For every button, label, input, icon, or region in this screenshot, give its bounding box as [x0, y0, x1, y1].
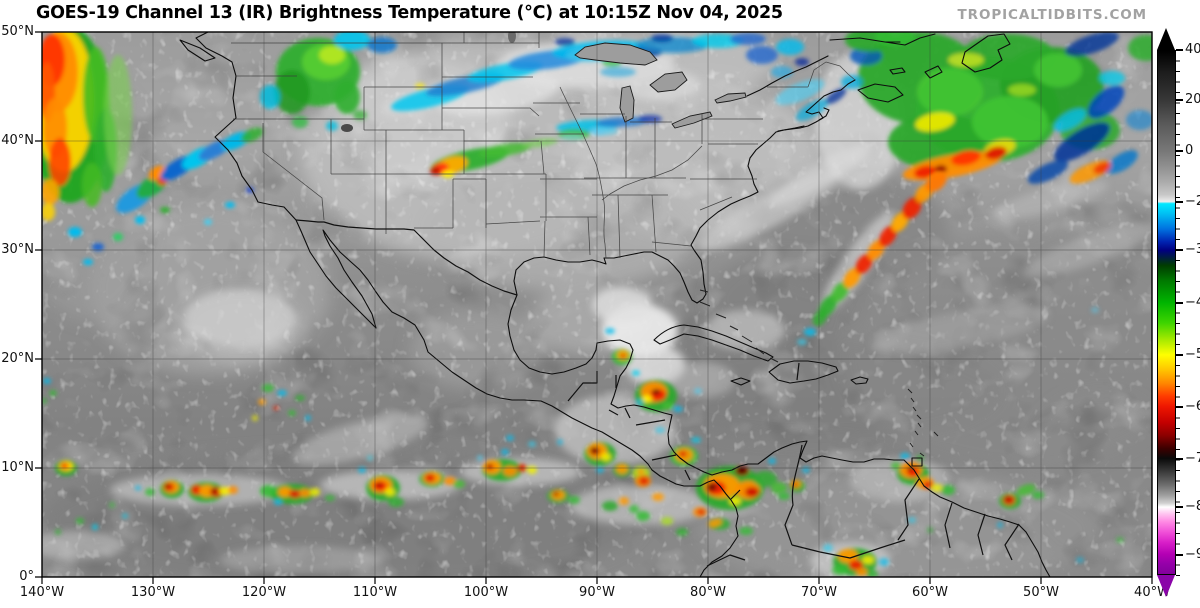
- lon-label-80w: 80°W: [690, 585, 726, 600]
- colorbar-major-tick: [1176, 458, 1183, 460]
- colorbar-major-tick: [1176, 554, 1183, 556]
- lon-label-130w: 130°W: [130, 585, 176, 600]
- lon-label-60w: 60°W: [912, 585, 948, 600]
- lat-label-50n: 50°N: [1, 24, 34, 39]
- colorbar-tick-label: −50: [1185, 347, 1200, 362]
- colorbar-tick-label: 40: [1185, 42, 1200, 57]
- colorbar-tick-label: 20: [1185, 92, 1200, 107]
- coastlines: [179, 32, 1051, 577]
- lon-label-140w: 140°W: [19, 585, 65, 600]
- colorbar-lower-arrow: [1157, 575, 1175, 597]
- colorbar-major-tick: [1176, 150, 1183, 152]
- colorbar-gradient: [1157, 50, 1176, 575]
- lat-label-40n: 40°N: [1, 133, 34, 148]
- lat-label-20n: 20°N: [1, 351, 34, 366]
- colorbar-major-tick: [1176, 302, 1183, 304]
- page-title: GOES-19 Channel 13 (IR) Brightness Tempe…: [36, 3, 783, 23]
- country-borders: [295, 219, 1020, 567]
- lat-label-30n: 30°N: [1, 242, 34, 257]
- colorbar-tick-label: 0: [1185, 143, 1194, 158]
- colorbar-major-tick: [1176, 506, 1183, 508]
- itcz-pacific-convection: [42, 378, 718, 536]
- lon-label-70w: 70°W: [801, 585, 837, 600]
- lat-label-0: 0°: [19, 569, 34, 584]
- colorbar-tick-label: −20: [1185, 194, 1200, 209]
- lon-label-40w: 40°W: [1134, 585, 1170, 600]
- colorbar-tick-label: −80: [1185, 499, 1200, 514]
- lat-label-10n: 10°N: [1, 460, 34, 475]
- northern-rockies-cloud-mass: [260, 32, 425, 131]
- colorbar-tick-label: −30: [1185, 242, 1200, 257]
- colorbar-tick-label: −40: [1185, 295, 1200, 310]
- lon-label-120w: 120°W: [241, 585, 287, 600]
- colorbar-major-tick: [1176, 201, 1183, 203]
- caribbean-convection: [584, 328, 787, 535]
- canada-cirrus-band: [391, 33, 847, 139]
- island-chains: [699, 289, 939, 457]
- colorbar-tick-label: −70: [1185, 451, 1200, 466]
- great-lakes: [341, 32, 747, 132]
- colorbar-upper-arrow: [1157, 28, 1175, 50]
- colorbar-tick-label: −90: [1185, 547, 1200, 562]
- colorbar-major-tick: [1176, 99, 1183, 101]
- geography-overlays: [179, 32, 1051, 577]
- tropicaltidbits-watermark: TROPICALTIDBITS.COM: [957, 7, 1147, 23]
- colorbar-major-tick: [1176, 249, 1183, 251]
- axis-ticks: [35, 31, 1153, 584]
- pacific-storm-cloud-shield: [42, 32, 264, 265]
- map-frame: [41, 31, 1153, 578]
- colorbar-major-tick: [1176, 406, 1183, 408]
- lon-label-110w: 110°W: [352, 585, 398, 600]
- state-borders: [231, 32, 856, 259]
- graticule: [42, 32, 1152, 577]
- lon-label-100w: 100°W: [463, 585, 509, 600]
- colorbar-tick-label: −60: [1185, 399, 1200, 414]
- colorbar-major-tick: [1176, 354, 1183, 356]
- lon-label-50w: 50°W: [1023, 585, 1059, 600]
- colorbar-minor-ticks: [1176, 50, 1180, 576]
- colorbar-major-tick: [1176, 49, 1183, 51]
- map-imagery: [42, 32, 1152, 577]
- lon-label-90w: 90°W: [579, 585, 615, 600]
- south-america-atlantic-convection: [778, 307, 1124, 577]
